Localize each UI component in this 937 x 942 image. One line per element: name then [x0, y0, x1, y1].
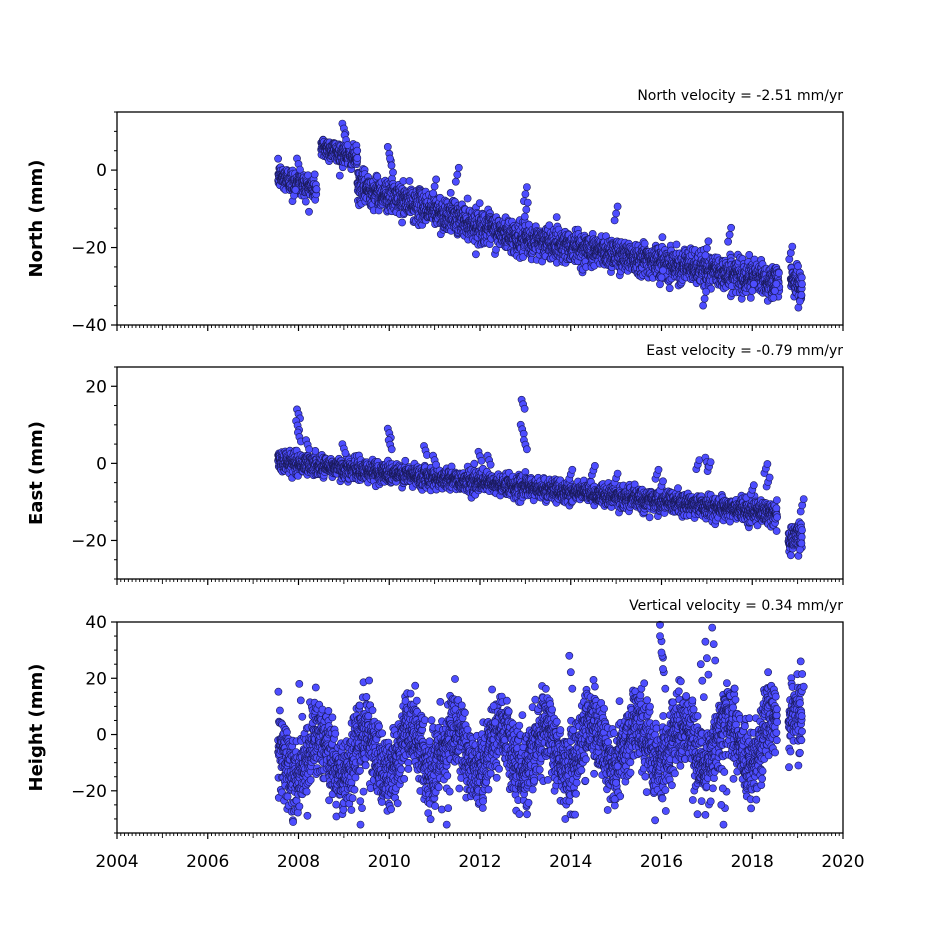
data-point — [705, 238, 712, 245]
data-point — [703, 288, 710, 295]
data-point — [553, 214, 560, 221]
data-point — [523, 184, 530, 191]
data-point — [454, 171, 461, 178]
data-point — [673, 241, 680, 248]
data-point — [703, 245, 710, 252]
data-point — [399, 219, 406, 226]
data-point — [430, 190, 437, 197]
data-point — [305, 208, 312, 215]
data-point — [750, 280, 757, 287]
data-point — [726, 231, 733, 238]
data-point — [275, 155, 282, 162]
data-points — [275, 396, 808, 559]
y-tick-label: −20 — [71, 239, 107, 259]
data-point — [354, 154, 361, 161]
data-point — [452, 178, 459, 185]
data-point — [402, 457, 409, 464]
data-point — [798, 291, 805, 298]
y-tick-label: 0 — [96, 161, 107, 181]
data-point — [389, 169, 396, 176]
data-point — [773, 280, 780, 287]
data-point — [524, 199, 531, 206]
data-point — [770, 294, 777, 301]
data-point — [313, 186, 320, 193]
data-point — [388, 162, 395, 169]
y-axis-label: North (mm) — [26, 160, 47, 278]
data-point — [659, 234, 666, 241]
data-point — [749, 287, 756, 294]
data-point — [795, 304, 802, 311]
data-point — [611, 217, 618, 224]
data-point — [614, 203, 621, 210]
data-point — [613, 210, 620, 217]
data-point — [296, 166, 303, 173]
data-point — [406, 177, 413, 184]
data-point — [702, 252, 709, 259]
data-point — [798, 281, 805, 288]
data-point — [455, 164, 462, 171]
data-point — [476, 200, 483, 207]
data-point — [523, 206, 530, 213]
data-point — [798, 274, 805, 281]
data-point — [433, 176, 440, 183]
data-point — [292, 186, 299, 193]
panel-1: North velocity = -2.51 mm/yr North (mm) −4… — [26, 88, 843, 336]
data-point — [354, 147, 361, 154]
data-point — [522, 191, 529, 198]
data-point — [700, 302, 707, 309]
data-point — [656, 281, 663, 288]
data-point — [659, 267, 666, 274]
data-point — [471, 460, 478, 467]
data-point — [747, 294, 754, 301]
data-point — [794, 263, 801, 270]
data-point — [775, 269, 782, 276]
data-point — [728, 224, 735, 231]
data-point — [725, 238, 732, 245]
data-point — [786, 256, 793, 263]
data-point — [472, 251, 479, 258]
data-point — [787, 249, 794, 256]
data-point — [384, 143, 391, 150]
data-point — [641, 240, 648, 247]
data-point — [521, 213, 528, 220]
data-points — [275, 120, 806, 311]
data-point — [666, 285, 673, 292]
data-point — [386, 155, 393, 162]
data-point — [789, 243, 796, 250]
panel-title: North velocity = -2.51 mm/yr — [637, 88, 843, 104]
data-point — [311, 171, 318, 178]
data-point — [701, 295, 708, 302]
data-point — [796, 298, 803, 305]
data-point — [464, 195, 471, 202]
data-point — [302, 198, 309, 205]
data-point — [336, 172, 343, 179]
data-point — [447, 189, 454, 196]
data-point — [431, 183, 438, 190]
data-point — [771, 287, 778, 294]
data-point — [658, 274, 665, 281]
y-tick-label: −40 — [71, 316, 107, 336]
data-point — [344, 141, 351, 148]
